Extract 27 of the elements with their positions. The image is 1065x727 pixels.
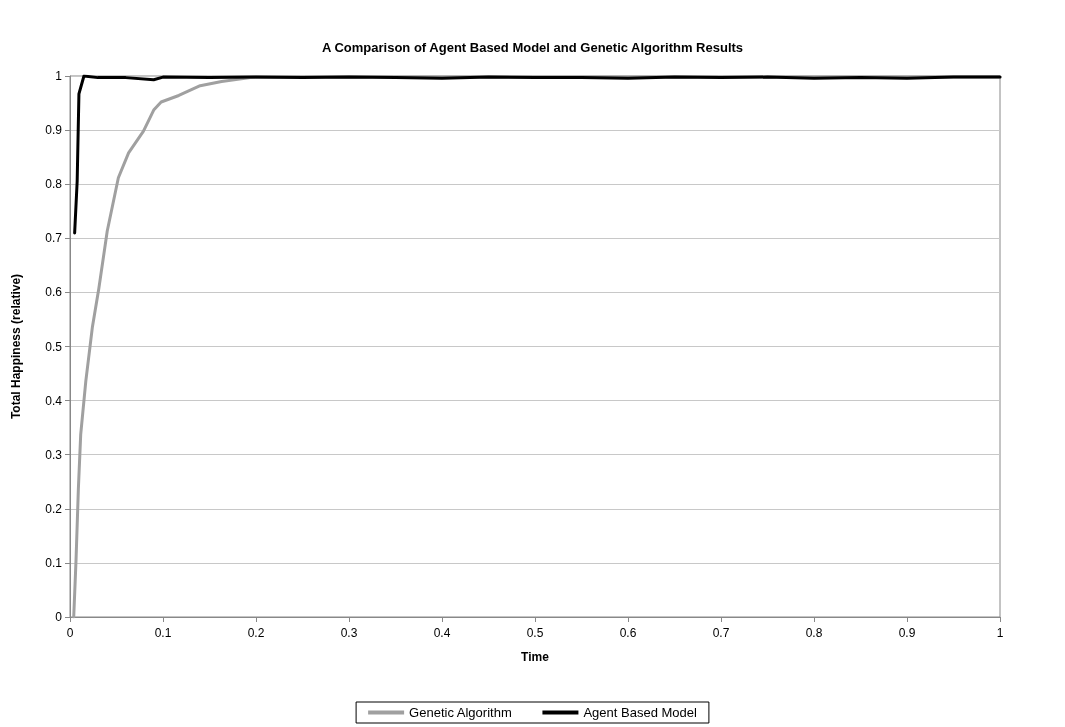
- y-axis-title: Total Happiness (relative): [9, 273, 23, 420]
- legend-label: Agent Based Model: [583, 705, 697, 720]
- x-tick-label: 0: [66, 626, 74, 640]
- x-axis-title: Time: [521, 650, 550, 664]
- x-tick-label: 0.6: [619, 626, 637, 640]
- x-tick-label: 0.2: [247, 626, 265, 640]
- x-tick-label: 0.7: [712, 626, 730, 640]
- x-tick-label: 0.5: [526, 626, 544, 640]
- y-tick-label: 0.8: [45, 177, 63, 192]
- y-tick-label: 0.6: [45, 285, 63, 300]
- x-tick-label: 0.3: [340, 626, 358, 640]
- y-tick-label: 0: [55, 610, 63, 624]
- y-tick-label: 0.7: [45, 231, 63, 246]
- y-tick-label: 0.4: [45, 393, 63, 408]
- y-tick-label: 0.3: [45, 447, 63, 462]
- x-tick-label: 0.9: [898, 626, 916, 640]
- y-tick-label: 1: [55, 69, 63, 83]
- x-tick-label: 0.4: [433, 626, 451, 640]
- legend-label: Genetic Algorithm: [409, 705, 512, 720]
- y-tick-label: 0.1: [45, 555, 63, 570]
- y-tick-label: 0.2: [45, 501, 63, 516]
- x-tick-label: 0.8: [805, 626, 823, 640]
- chart-title: A Comparison of Agent Based Model and Genetic Algorithm Results: [321, 40, 744, 55]
- y-tick-label: 0.5: [45, 339, 63, 354]
- x-tick-label: 0.1: [154, 626, 172, 640]
- y-tick-label: 0.9: [45, 123, 63, 138]
- x-tick-label: 1: [996, 626, 1004, 640]
